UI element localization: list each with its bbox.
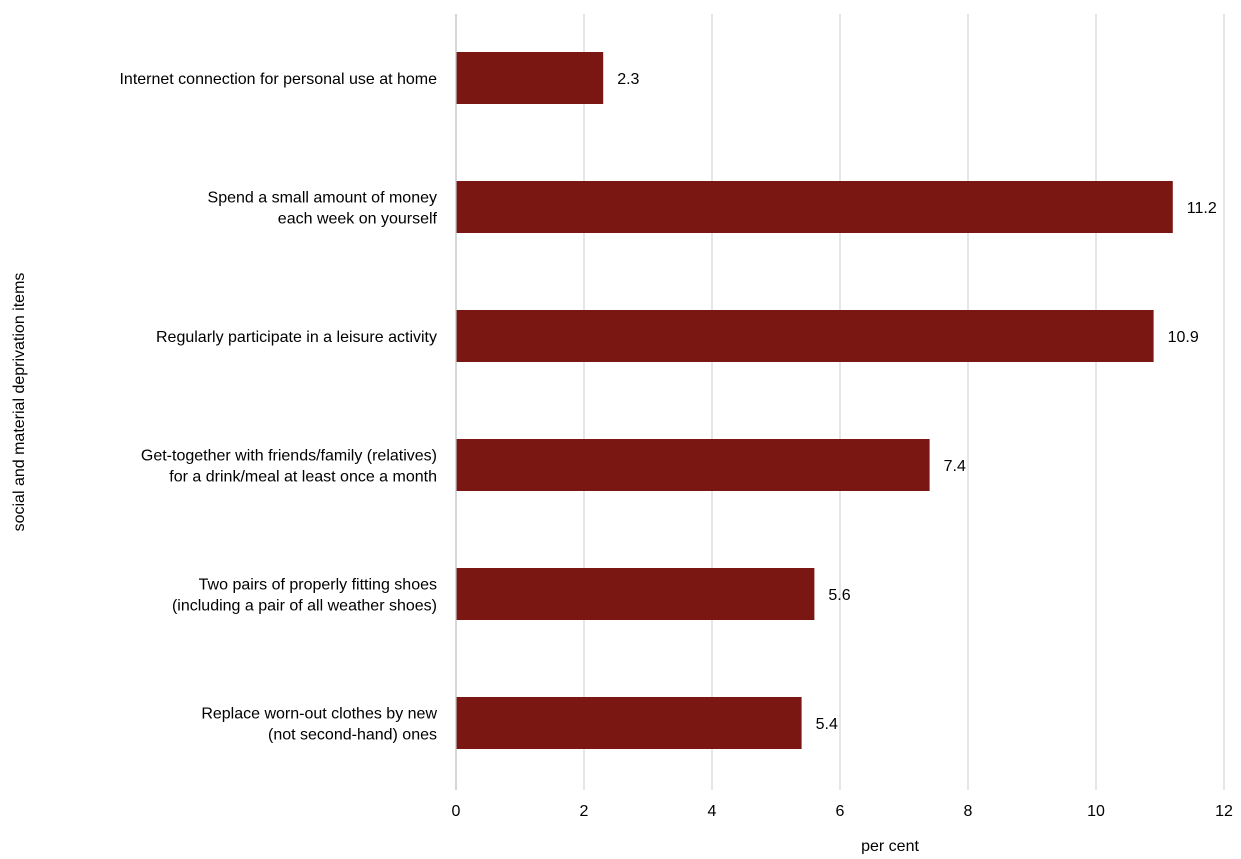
- y-axis-title: social and material deprivation items: [11, 273, 28, 532]
- category-label: Internet connection for personal use at …: [119, 71, 437, 88]
- data-label: 10.9: [1168, 329, 1199, 346]
- data-label: 5.6: [828, 587, 850, 604]
- data-label: 5.4: [816, 716, 838, 733]
- category-label: Replace worn-out clothes by new (not seco…: [201, 706, 437, 744]
- category-label-line: Replace worn-out clothes by new: [201, 706, 437, 723]
- bar: [456, 439, 930, 491]
- data-labels: 2.3 11.2 10.9 7.4 5.6 5.4: [617, 71, 1217, 733]
- bar: [456, 568, 815, 620]
- x-tick-label: 4: [708, 803, 717, 820]
- category-label-line: Spend a small amount of money: [208, 190, 437, 207]
- category-label-line: for a drink/meal at least once a month: [169, 469, 437, 486]
- category-label-line: Get-together with friends/family (relati…: [141, 448, 437, 465]
- category-label-line: (not second-hand) ones: [268, 727, 437, 744]
- category-label-line: Two pairs of properly fitting shoes: [199, 577, 437, 594]
- category-label: Two pairs of properly fitting shoes (incl…: [172, 577, 437, 615]
- category-label: Get-together with friends/family (relati…: [141, 448, 437, 486]
- x-tick-label: 2: [580, 803, 589, 820]
- bar: [456, 52, 604, 104]
- category-label: Regularly participate in a leisure activ…: [156, 329, 437, 346]
- bar: [456, 310, 1154, 362]
- data-label: 2.3: [617, 71, 639, 88]
- data-label: 7.4: [944, 458, 966, 475]
- category-label-line: Internet connection for personal use at …: [119, 71, 437, 88]
- category-label-line: each week on yourself: [278, 211, 438, 228]
- x-tick-label: 8: [964, 803, 973, 820]
- category-label-line: (including a pair of all weather shoes): [172, 598, 437, 615]
- x-axis-title: per cent: [861, 838, 919, 854]
- data-label: 11.2: [1187, 200, 1217, 217]
- x-tick-label: 12: [1215, 803, 1233, 820]
- bar: [456, 181, 1173, 233]
- gridlines: [583, 14, 1225, 790]
- x-tick-label: 10: [1087, 803, 1105, 820]
- x-tick-labels: 0 2 4 6 8 10 12: [452, 803, 1233, 820]
- category-labels: Internet connection for personal use at …: [119, 71, 437, 744]
- category-label: Spend a small amount of money each week o…: [208, 190, 438, 228]
- category-label-line: Regularly participate in a leisure activ…: [156, 329, 437, 346]
- bar: [456, 697, 802, 749]
- x-tick-label: 6: [836, 803, 845, 820]
- x-tick-label: 0: [452, 803, 461, 820]
- bars: [456, 52, 1173, 749]
